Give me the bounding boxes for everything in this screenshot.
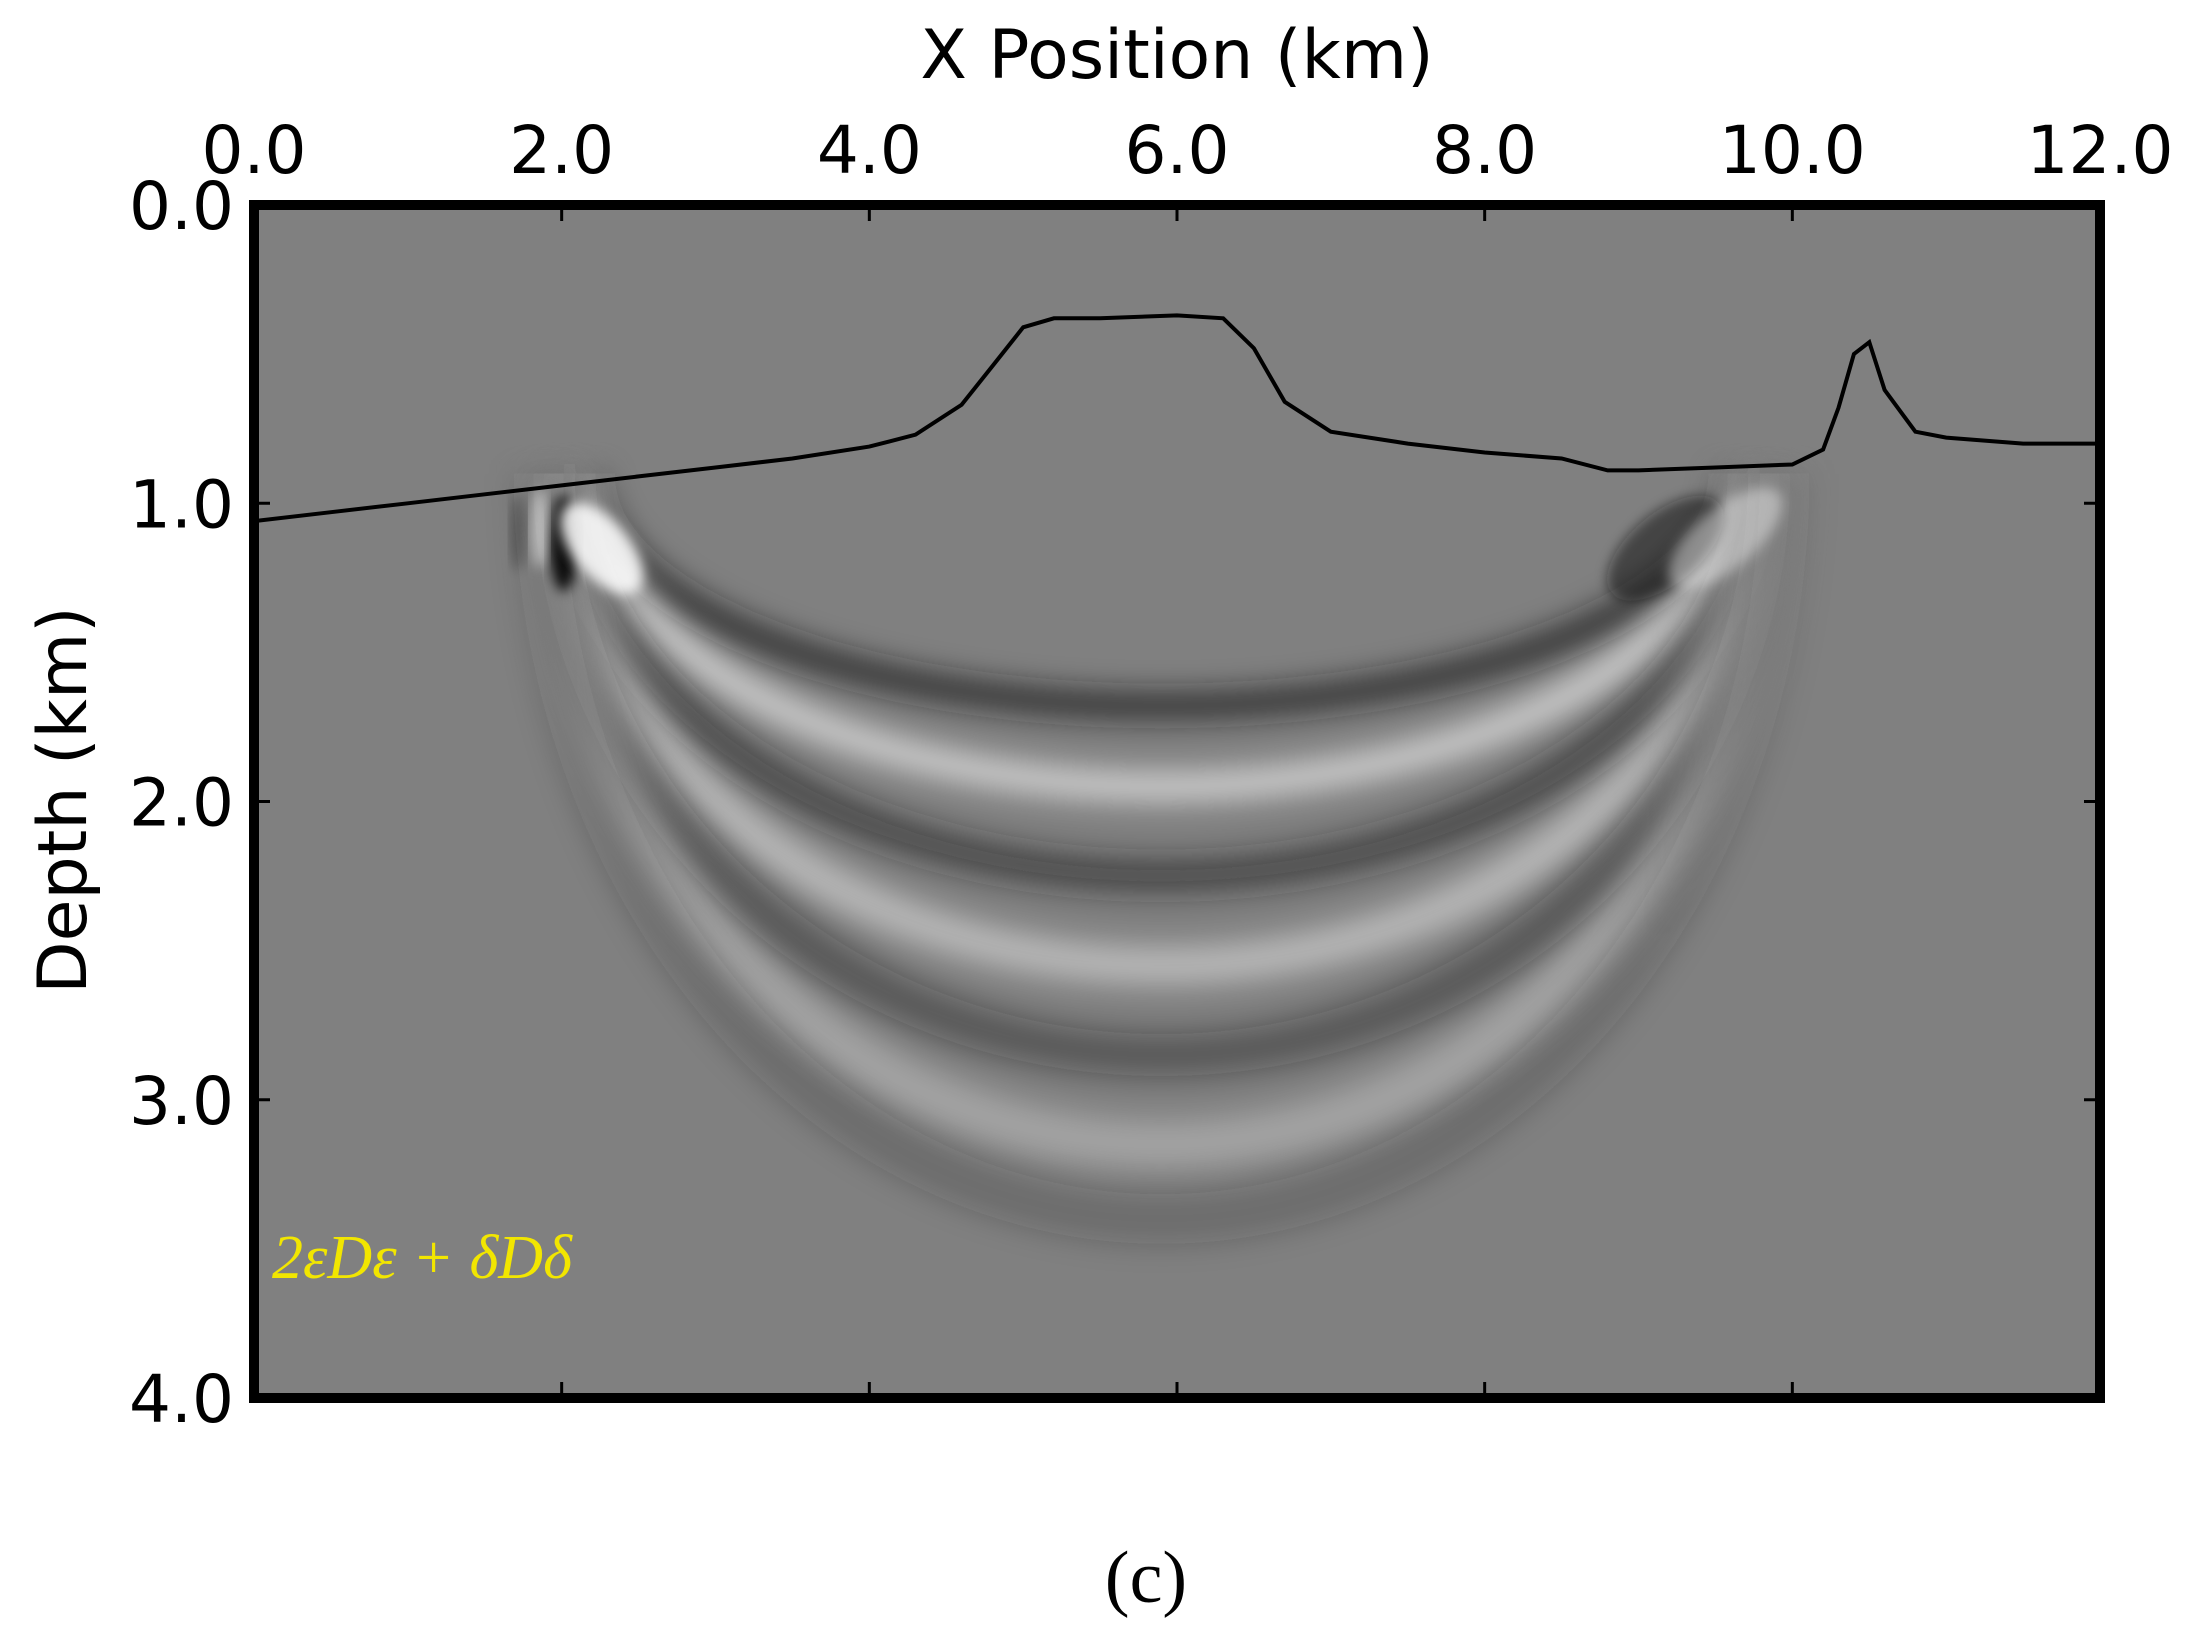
wavefront-image <box>539 473 1785 1219</box>
y-axis-ticks: 0.0 1.0 2.0 3.0 4.0 <box>129 168 2100 1438</box>
y-tick-label: 0.0 <box>129 168 234 245</box>
y-tick-label: 4.0 <box>129 1361 234 1438</box>
x-tick-label: 6.0 <box>1125 112 1230 189</box>
wavefront-arc <box>542 473 1781 985</box>
y-tick-label: 2.0 <box>129 765 234 842</box>
right-dark-lobe <box>1607 495 1724 601</box>
x-tick-label: 2.0 <box>509 112 614 189</box>
y-axis-title: Depth (km) <box>24 606 103 993</box>
annotation-formula: 2εDε + δDδ <box>272 1224 573 1292</box>
x-tick-label: 10.0 <box>1719 112 1866 189</box>
wavefront-arc <box>532 473 1791 1076</box>
source-ripple <box>510 494 525 571</box>
source-light-lobe <box>560 502 644 595</box>
wavefront-arc <box>569 473 1754 801</box>
x-tick-label: 4.0 <box>817 112 922 189</box>
figure-caption: (c) <box>1105 1537 1187 1619</box>
x-tick-label: 12.0 <box>2027 112 2174 189</box>
y-tick-label: 1.0 <box>129 466 234 543</box>
y-tick-label: 3.0 <box>129 1063 234 1140</box>
x-tick-label: 0.0 <box>202 112 307 189</box>
right-light-lobe <box>1668 487 1783 589</box>
source-point-image <box>510 487 1783 601</box>
interface-line <box>254 313 2100 524</box>
wavefront-arc <box>552 473 1771 894</box>
x-axis-ticks: 0.0 2.0 4.0 6.0 8.0 10.0 12.0 <box>202 112 2174 1398</box>
x-tick-label: 8.0 <box>1432 112 1537 189</box>
x-axis-title: X Position (km) <box>920 16 1433 95</box>
source-ripple <box>531 488 548 569</box>
